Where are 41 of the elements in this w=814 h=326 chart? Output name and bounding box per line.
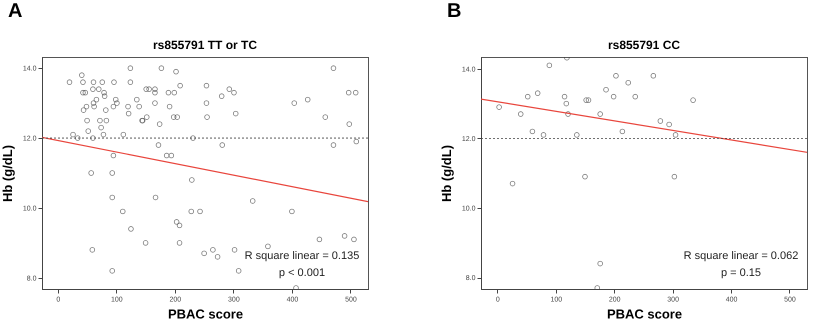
point <box>597 111 603 117</box>
chart-subtitle: rs855791 TT or TC <box>152 38 258 52</box>
x-axis-title: PBAC score <box>168 306 244 322</box>
point <box>597 260 603 266</box>
point <box>672 174 678 180</box>
point <box>658 118 664 124</box>
annotation: R square linear = 0.062 <box>684 250 798 262</box>
annotation: p = 0.15 <box>720 267 762 279</box>
point <box>690 97 696 103</box>
chart-subtitle: rs855791 CC <box>608 38 680 52</box>
point <box>672 132 678 138</box>
point <box>562 94 568 100</box>
point <box>524 94 530 100</box>
point <box>610 94 616 100</box>
chart-title: B <box>447 0 462 22</box>
point <box>574 132 580 138</box>
point <box>496 104 502 110</box>
point <box>632 94 638 100</box>
point <box>583 97 589 103</box>
y-axis-title: Hb (g/dL) <box>0 144 15 202</box>
point <box>534 90 540 96</box>
annotation: p < 0.001 <box>278 267 326 279</box>
point <box>603 86 609 92</box>
point <box>565 111 571 117</box>
point <box>586 97 592 103</box>
annotation: R square linear = 0.135 <box>244 250 360 262</box>
x-axis-title: PBAC score <box>606 306 682 322</box>
point <box>564 100 570 106</box>
point <box>625 80 631 86</box>
point <box>582 174 588 180</box>
point <box>546 62 552 68</box>
point <box>613 73 619 79</box>
point <box>530 128 536 134</box>
chart-title: A <box>8 0 22 22</box>
point <box>620 128 626 134</box>
point <box>518 111 524 117</box>
point <box>540 132 546 138</box>
point <box>650 73 656 79</box>
y-axis-title: Hb (g/dL) <box>438 144 454 202</box>
point <box>510 180 516 186</box>
point <box>666 122 672 128</box>
